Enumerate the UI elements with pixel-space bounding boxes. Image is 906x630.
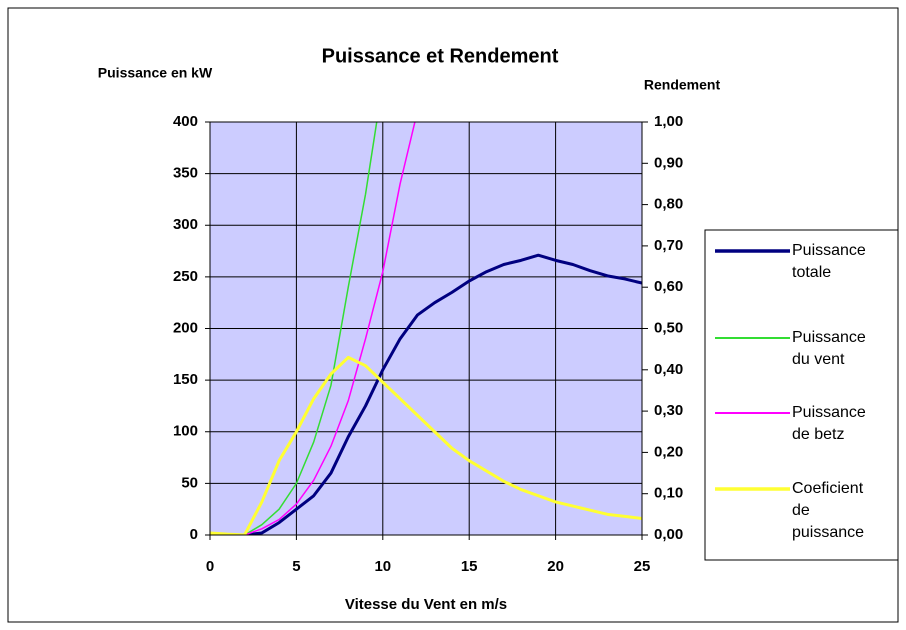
- legend-label: Puissance de betz: [792, 404, 866, 443]
- legend-label: Puissance totale: [792, 242, 866, 281]
- legend-label: Puissance du vent: [792, 329, 866, 368]
- y2-tick-label: 0,90: [654, 154, 683, 171]
- x-tick-label: 0: [206, 558, 214, 575]
- legend-box: [704, 229, 899, 561]
- y2-tick-label: 0,30: [654, 402, 683, 419]
- y2-tick-label: 1,00: [654, 113, 683, 130]
- y-tick-label: 0: [190, 526, 198, 543]
- y2-tick-label: 0,60: [654, 278, 683, 295]
- series-line: [210, 355, 642, 535]
- y2-axis-label: Rendement: [644, 77, 721, 93]
- series-group: [210, 122, 642, 535]
- x-tick-label: 10: [374, 558, 391, 575]
- x-tick-label: 15: [461, 558, 478, 575]
- y-axis-label: Puissance en kW: [98, 65, 213, 81]
- y-tick-label: 50: [181, 474, 198, 491]
- series-line: [210, 122, 378, 535]
- y-tick-label: 250: [173, 268, 198, 285]
- x-tick-label: 20: [547, 558, 564, 575]
- y2-tick-label: 0,40: [654, 361, 683, 378]
- series-line: [210, 253, 642, 535]
- y-tick-label: 150: [173, 371, 198, 388]
- y-tick-label: 400: [173, 113, 198, 130]
- series-line: [210, 122, 416, 535]
- y-tick-label: 100: [173, 423, 198, 440]
- chart-title: Puissance et Rendement: [322, 45, 559, 67]
- legend-label: Coeficient de puissance: [792, 480, 865, 541]
- y2-tick-label: 0,20: [654, 443, 683, 460]
- y2-tick-label: 0,00: [654, 526, 683, 543]
- y-tick-label: 300: [173, 216, 198, 233]
- x-tick-label: 25: [634, 558, 651, 575]
- y-tick-label: 350: [173, 165, 198, 182]
- y2-tick-label: 0,10: [654, 485, 683, 502]
- y2-tick-label: 0,80: [654, 196, 683, 213]
- y2-tick-label: 0,70: [654, 237, 683, 254]
- plot-border: [209, 121, 643, 536]
- y-tick-label: 200: [173, 319, 198, 336]
- x-axis-label: Vitesse du Vent en m/s: [345, 596, 507, 613]
- x-tick-label: 5: [292, 558, 300, 575]
- y2-tick-label: 0,50: [654, 319, 683, 336]
